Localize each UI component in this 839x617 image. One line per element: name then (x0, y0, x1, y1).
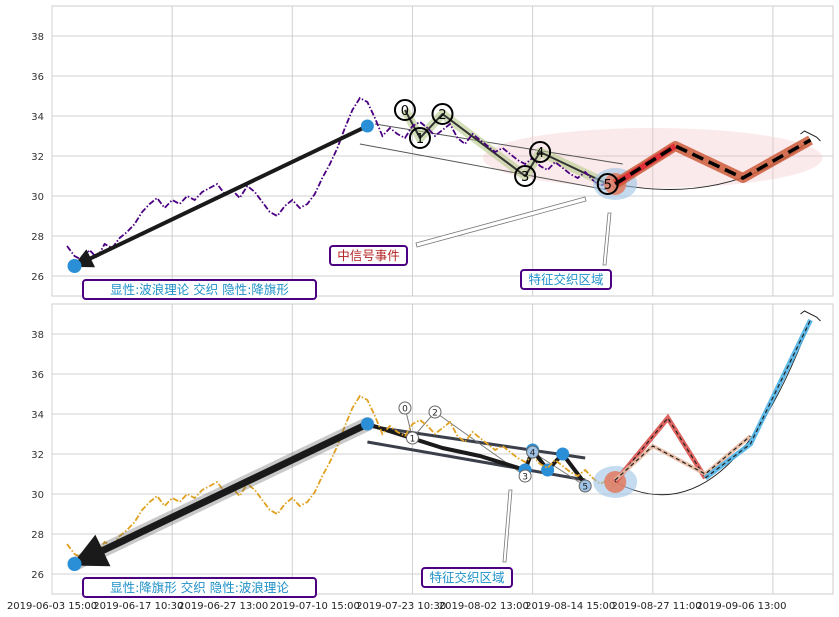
price-series-line (66, 394, 616, 560)
zone-annotation-box (421, 567, 513, 588)
wave-label-text: 2 (432, 409, 438, 419)
y-tick-label: 28 (31, 232, 44, 243)
wave-label-ring (408, 127, 431, 149)
wave-label-text: 5 (582, 483, 588, 493)
y-tick-label: 32 (31, 450, 44, 461)
y-tick-label: 30 (31, 490, 44, 501)
pivot-dot (541, 463, 555, 477)
wave-label-ring (578, 479, 592, 493)
pattern-annotation: 显性:波浪理论 交织 隐性:降旗形 (110, 282, 289, 297)
x-tick-label: 2019-08-27 11:00 (611, 601, 701, 612)
y-tick-label: 36 (31, 72, 44, 83)
wave-label-text: 1 (410, 435, 416, 445)
flag-upper-line (367, 424, 586, 460)
projection-blue-leg-dash (704, 319, 812, 479)
y-tick-label: 26 (31, 570, 44, 581)
zone-annotation-box (520, 269, 612, 290)
x-tick-label: 2019-08-02 13:00 (439, 601, 529, 612)
projection-arc (615, 319, 811, 496)
signal-callout-arrow (415, 196, 587, 248)
wave-label-ring (398, 401, 412, 415)
x-tick-label: 2019-08-14 15:00 (525, 601, 615, 612)
projection-end-bracket (800, 310, 821, 322)
zone-annotation: 特征交织区域 (528, 272, 603, 287)
pivot-dot (556, 447, 570, 461)
x-tick-label: 2019-06-17 10:30 (93, 601, 183, 612)
wave-label-text: 3 (521, 170, 529, 185)
start-point-dot (67, 259, 82, 273)
wave-label-ring (529, 141, 552, 163)
trend-arrow-line (72, 124, 369, 268)
y-tick-label: 36 (31, 370, 44, 381)
plot-frame (51, 5, 834, 297)
wave-label-ring (431, 103, 454, 125)
wave-label-ring (526, 445, 540, 459)
pattern-annotation-box (82, 577, 317, 598)
wave-label-ring (514, 165, 537, 187)
x-tick-label: 2019-07-23 10:30 (356, 601, 446, 612)
signal-annotation-box (329, 245, 408, 266)
wave-label-text: 0 (401, 104, 409, 119)
wave-label-text: 2 (438, 108, 446, 123)
y-tick-label: 38 (31, 32, 44, 43)
zone-callout-arrow (502, 489, 513, 563)
y-tick-label: 28 (31, 530, 44, 541)
wave-label-text: 0 (402, 405, 408, 415)
peak-point-dot (360, 417, 374, 431)
price-series-line (66, 96, 616, 262)
wave-label-text: 1 (416, 132, 424, 147)
trend-arrow-line (71, 420, 369, 568)
y-tick-label: 34 (31, 112, 44, 123)
y-tick-label: 38 (31, 330, 44, 341)
x-tick-label: 2019-09-06 13:00 (696, 601, 786, 612)
y-tick-label: 26 (31, 272, 44, 283)
projection-end-bracket (800, 130, 821, 142)
start-point-dot (67, 557, 82, 571)
wave-label-text: 4 (536, 146, 544, 161)
signal-annotation: 中信号事件 (337, 248, 400, 263)
projection-red-leg (613, 413, 708, 484)
x-tick-label: 2019-06-27 13:00 (178, 601, 268, 612)
channel-lower-line (359, 143, 608, 191)
top-chart-panel: 26 28 30 32 34 36 38 012 34 5 显性:波浪理论 交织 隐性:降旗形 中信号… (31, 5, 834, 300)
pattern-annotation-box (82, 279, 317, 300)
peak-point-dot (360, 119, 374, 133)
x-tick-label: 2019-07-10 15:00 (270, 601, 360, 612)
zone-annotation: 特征交织区域 (429, 570, 504, 585)
x-tick-label: 2019-06-03 15:00 (7, 601, 97, 612)
pattern-annotation: 显性:降旗形 交织 隐性:波浪理论 (110, 580, 289, 595)
y-tick-label: 30 (31, 192, 44, 203)
projection-dashed-line (614, 138, 812, 186)
y-tick-label: 32 (31, 152, 44, 163)
wave-label-ring (428, 405, 442, 419)
wave-label-text: 3 (522, 473, 528, 483)
zone-callout-arrow (602, 212, 612, 266)
y-tick-label: 34 (31, 410, 44, 421)
wave-path-line (404, 109, 609, 185)
wave-label-ring (393, 99, 416, 121)
wave-label-ring (596, 173, 619, 195)
wave-label-text: 5 (604, 178, 612, 193)
wave-label-ring (405, 431, 419, 445)
wave-label-ring (518, 469, 532, 483)
wave-label-text: 4 (530, 449, 536, 459)
projection-alt-leg-dash (614, 435, 751, 481)
